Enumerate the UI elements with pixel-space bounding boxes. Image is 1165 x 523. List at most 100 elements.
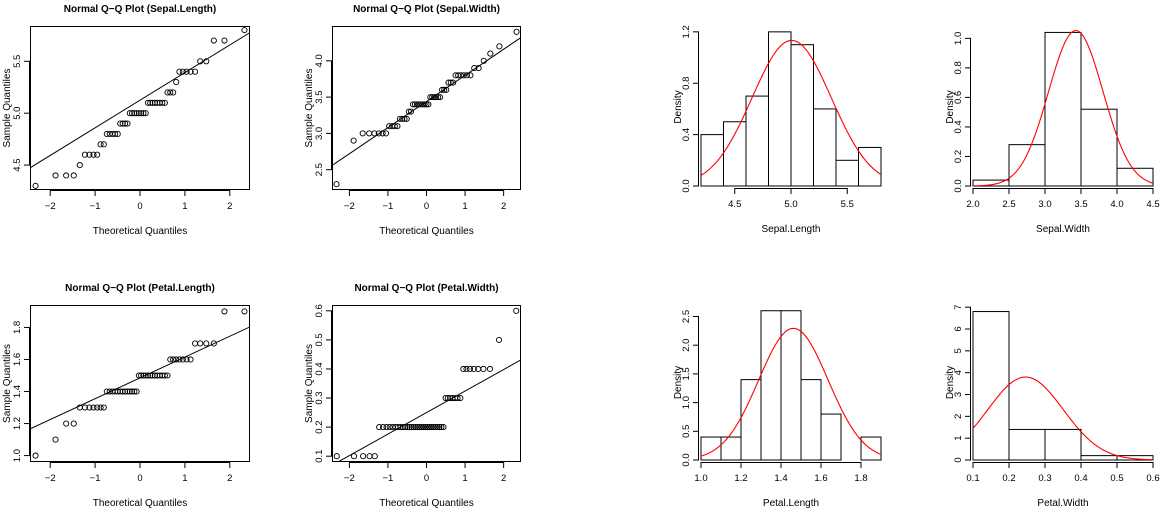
qq-petal-width-x-tick-label: −2 [344,473,355,484]
hist-petal-width-y-tick-label: 3 [953,392,964,397]
qq-sepal-width-point [419,101,426,108]
qq-sepal-length-point [142,110,149,117]
qq-petal-width-point [442,394,449,402]
qq-petal-length-ylabel: Sample Quantiles [2,344,13,423]
hist-sepal-width-x-tick-label: 3.5 [1074,199,1087,210]
qq-sepal-width-x-tick-label: −2 [344,201,355,212]
hist-petal-length-bar [740,379,762,461]
qq-sepal-length-point [70,172,77,179]
qq-sepal-length-x-tick-label: −2 [45,201,56,212]
hist-petal-length-xlabel: Petal.Length [763,498,819,509]
qq-sepal-length-point [124,120,131,127]
qq-sepal-length-point [140,110,147,117]
hist-sepal-width-bar [1044,31,1082,187]
qq-petal-width-point [432,424,439,431]
hist-sepal-length-xlabel: Sepal.Length [762,224,821,235]
qq-sepal-width-point [409,101,417,108]
hist-petal-length-x-tick-label: 1.0 [694,473,707,484]
hist-petal-width-y-tick-label: 6 [953,326,964,331]
hist-petal-width-y-tick-label: 2 [953,414,964,419]
qq-petal-length-point [133,388,140,395]
hist-sepal-width-y-tick-label: 0.6 [953,91,964,104]
qq-sepal-length-point [179,68,186,75]
qq-sepal-width-point [496,43,503,50]
qq-petal-length-y-tick-label: 1.4 [12,385,23,398]
qq-petal-width-x-tick-label: 0 [424,473,429,484]
qq-sepal-length-y-tick-label: 4.5 [12,158,23,171]
qq-petal-width-point [399,424,406,431]
hist-sepal-width-bar [1080,108,1118,187]
qq-petal-width-frame [332,305,521,462]
qq-sepal-width-point [401,115,408,122]
qq-sepal-width-x-tick-label: 2 [501,201,506,212]
qq-petal-width-point [418,424,425,431]
qq-petal-length-point [142,372,149,379]
hist-petal-length-y-tick-label: 0.0 [681,453,692,466]
qq-petal-length-point [126,388,133,395]
qq-sepal-length-point [170,89,177,96]
hist-sepal-length-x-tick-label: 5.0 [784,199,797,210]
qq-sepal-length-point [167,89,174,96]
hist-sepal-length-panel: Sepal.Length Density 4.5 5.0 5.5 0.0 0.4 0.8 1.2 [673,25,882,235]
qq-petal-length-y-tick-label: 1.2 [12,417,23,430]
hist-sepal-length-y-tick-label: 0.0 [681,179,692,192]
qq-sepal-length-point [221,37,228,44]
qq-sepal-width-y-tick-label: 3.0 [314,127,325,140]
qq-petal-width-point [470,365,477,373]
qq-sepal-length-point [176,68,183,75]
hist-sepal-width-bar [1116,167,1154,187]
qq-sepal-width-xlabel: Theoretical Quantiles [379,226,474,237]
qq-sepal-length-point [138,110,145,117]
qq-petal-width-point [412,424,419,431]
hist-sepal-length-y-tick-label: 0.8 [681,77,692,90]
hist-petal-width-normal-curve [973,376,1153,460]
qq-sepal-length-point [135,110,142,117]
qq-petal-length-point [86,404,93,411]
qq-sepal-length-point [183,68,190,75]
qq-sepal-length-x-tick-label: −1 [90,201,101,212]
qq-sepal-length-point [63,172,70,179]
qq-sepal-length-point [203,58,210,65]
qq-sepal-length-point [161,99,168,106]
qq-petal-width-qq-line [336,359,521,462]
qq-petal-width-point [495,336,503,343]
qq-sepal-length-qq-line [30,31,250,169]
hist-petal-width-x-tick-label: 0.4 [1074,473,1087,484]
qq-petal-width-point [466,365,473,373]
qq-petal-width-y-tick-label: 0.6 [314,304,325,317]
qq-petal-width-point [420,424,427,431]
qq-sepal-length-point [97,141,104,148]
qq-petal-width-ylabel: Sample Quantiles [304,344,315,423]
hist-sepal-length-x-tick-label: 5.5 [841,199,854,210]
hist-sepal-width-normal-curve [973,30,1153,186]
hist-sepal-length-bar [813,108,837,187]
qq-petal-width-point [404,424,411,431]
qq-sepal-width-y-tick-label: 2.5 [314,163,325,176]
qq-sepal-width-point [429,94,436,101]
hist-petal-length-y-tick-label: 2.5 [681,310,692,323]
hist-sepal-width-xlabel: Sepal.Width [1036,224,1090,235]
qq-petal-length-point [241,308,248,315]
hist-sepal-length-bar [858,146,882,187]
qq-petal-width-y-tick-label: 0.3 [314,391,325,404]
hist-sepal-length-bar [700,134,724,187]
qq-petal-length-point [131,388,138,395]
qq-sepal-width-point [411,101,419,108]
qq-petal-length-point [161,372,168,379]
qq-petal-length-point [167,356,174,363]
qq-petal-length-point [173,356,180,363]
qq-petal-length-point [94,404,101,411]
qq-petal-width-point [513,307,520,314]
hist-petal-width-y-tick-label: 1 [953,436,964,441]
qq-sepal-width-point [439,86,446,93]
qq-petal-length-x-tick-label: 0 [137,473,142,484]
hist-petal-length-ylabel: Density [673,366,684,399]
qq-petal-length-point [122,388,129,395]
qq-petal-length-point [140,372,147,379]
qq-sepal-width-y-tick-label: 3.5 [314,91,325,104]
qq-sepal-width-point [457,72,464,79]
qq-petal-width-point [424,424,431,431]
qq-sepal-width-point [407,108,414,115]
